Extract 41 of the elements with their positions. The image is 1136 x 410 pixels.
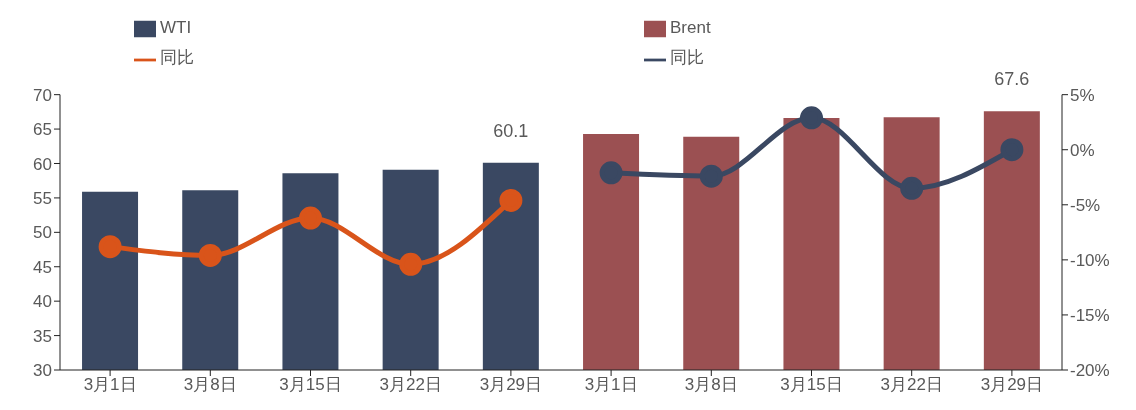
x-tick-label: 3月22日 [880, 375, 943, 395]
x-tick-label: 3月8日 [684, 375, 738, 395]
point [299, 206, 322, 230]
point [599, 161, 623, 185]
x-tick-label: 3月15日 [780, 375, 843, 395]
legend-label: 同比 [160, 48, 194, 68]
y2-tick-label: -15% [1070, 305, 1110, 325]
y2-tick-label: 0% [1070, 140, 1095, 160]
y2-tick-label: 5% [1070, 85, 1095, 105]
y2-tick-label: -20% [1070, 361, 1110, 381]
x-tick-label: 3月29日 [479, 375, 543, 395]
y-tick-label: 60 [33, 154, 52, 174]
point [399, 252, 423, 276]
legend-label: Brent [670, 18, 711, 37]
point [800, 106, 823, 130]
legend-label: WTI [160, 18, 192, 37]
x-tick-label: 3月1日 [584, 375, 638, 395]
point [499, 188, 523, 212]
point [198, 243, 222, 267]
y-tick-label: 30 [33, 361, 52, 381]
point [1000, 138, 1024, 162]
legend-label: 同比 [670, 48, 704, 68]
point [900, 176, 924, 200]
x-tick-label: 3月1日 [83, 375, 137, 395]
y-tick-label: 45 [33, 257, 52, 277]
x-tick-label: 3月22日 [379, 375, 442, 395]
point [699, 164, 723, 188]
x-tick-label: 3月29日 [980, 375, 1044, 395]
y2-tick-label: -5% [1070, 195, 1101, 215]
point [98, 235, 122, 259]
data-label: 67.6 [994, 69, 1030, 90]
y2-tick-label: -10% [1070, 250, 1110, 270]
y-tick-label: 50 [33, 223, 52, 243]
data-label: 60.1 [493, 120, 529, 141]
y-tick-label: 65 [33, 120, 52, 140]
x-tick-label: 3月15日 [279, 375, 342, 395]
y-tick-label: 70 [33, 85, 52, 105]
y-tick-label: 55 [33, 188, 52, 208]
y-tick-label: 35 [33, 326, 52, 346]
x-tick-label: 3月8日 [183, 375, 237, 395]
y-tick-label: 40 [33, 292, 52, 312]
